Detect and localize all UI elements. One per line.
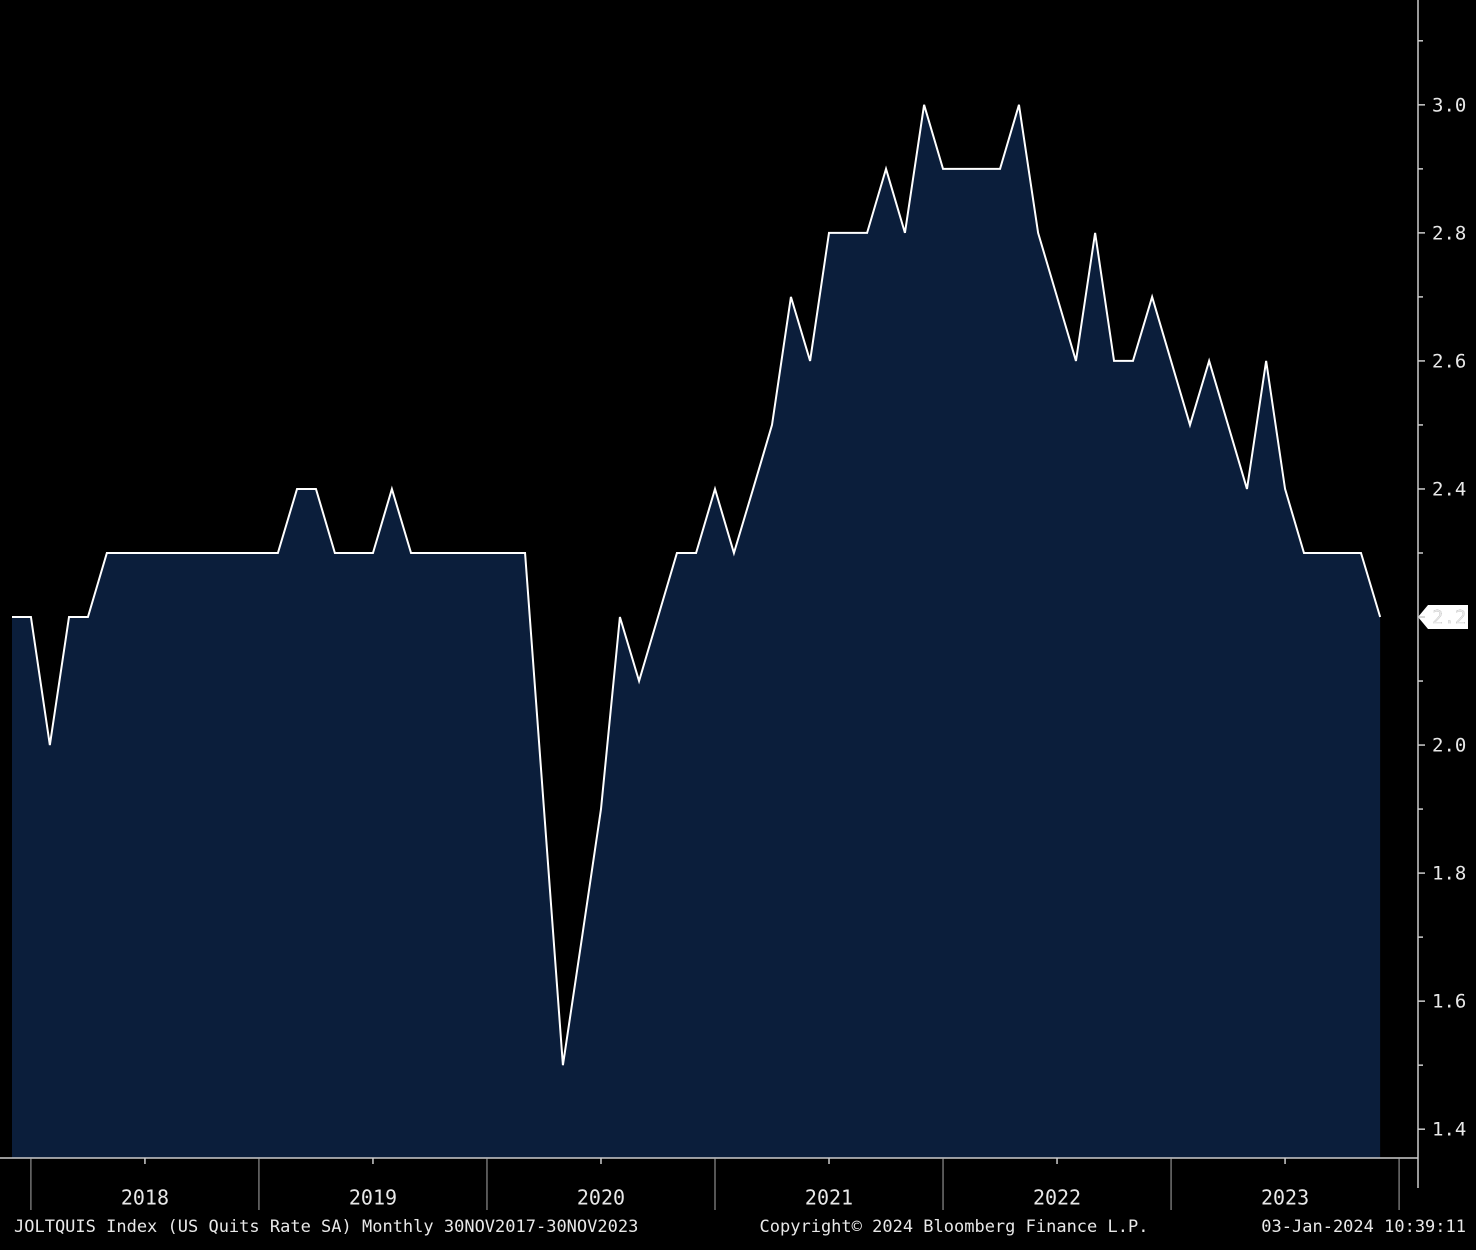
footer-source: JOLTQUIS Index (US Quits Rate SA) Monthl… (14, 1217, 638, 1237)
y-tick-label: 1.6 (1432, 991, 1466, 1013)
y-tick-label: 1.4 (1432, 1119, 1466, 1141)
y-tick-label: 2.4 (1432, 478, 1466, 500)
x-tick-label: 2023 (1261, 1186, 1309, 1210)
y-tick-label: 2.2 (1432, 607, 1466, 629)
x-tick-label: 2021 (805, 1186, 853, 1210)
area (12, 104, 1381, 1159)
y-tick-label: 2.6 (1432, 350, 1466, 372)
footer-copyright: Copyright© 2024 Bloomberg Finance L.P. (760, 1217, 1149, 1237)
last-value-label: 2.2 (1432, 607, 1466, 629)
x-tick-label: 2022 (1033, 1186, 1081, 1210)
x-tick-label: 2019 (349, 1186, 397, 1210)
x-tick-label: 2020 (577, 1186, 625, 1210)
last-value-tag (1418, 605, 1468, 630)
y-tick-label: 2.0 (1432, 735, 1466, 757)
y-tick-label: 3.0 (1432, 94, 1466, 116)
y-tick-label: 1.8 (1432, 863, 1466, 885)
line (12, 104, 1382, 1066)
y-tick-label: 2.8 (1432, 222, 1466, 244)
footer-timestamp: 03-Jan-2024 10:39:11 (1261, 1217, 1466, 1237)
x-tick-label: 2018 (121, 1186, 169, 1210)
